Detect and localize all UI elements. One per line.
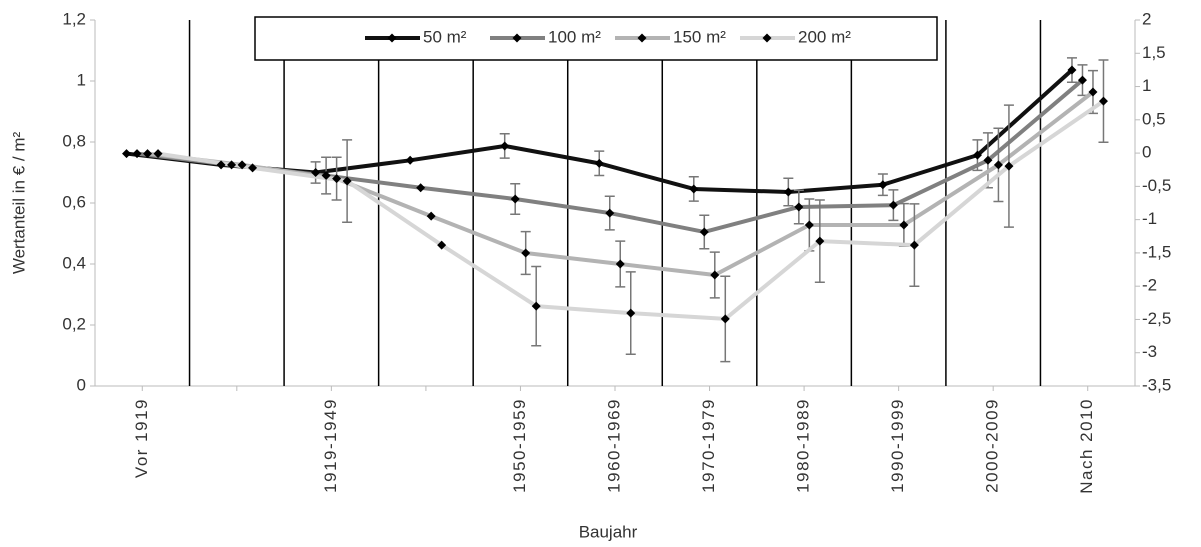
- y2-tick-label: -3,5: [1142, 375, 1171, 394]
- y2-tick-label: 0,5: [1142, 109, 1166, 128]
- marker: [710, 270, 720, 280]
- marker: [510, 194, 520, 204]
- marker: [416, 183, 426, 193]
- x-axis-title: Baujahr: [579, 522, 638, 541]
- x-tick-label: 1960-1969: [604, 398, 623, 493]
- y2-tick-label: -2,5: [1142, 309, 1171, 328]
- marker: [1067, 65, 1077, 75]
- y2-tick-label: -1,5: [1142, 242, 1171, 261]
- x-tick-label: 1970-1979: [699, 398, 718, 493]
- marker: [153, 149, 163, 159]
- marker: [122, 149, 132, 159]
- marker: [237, 160, 247, 170]
- y-tick-label: 1: [77, 70, 86, 89]
- marker: [699, 227, 709, 237]
- marker: [794, 202, 804, 212]
- marker: [972, 150, 982, 160]
- marker: [332, 174, 342, 184]
- marker: [426, 211, 436, 221]
- marker: [804, 220, 814, 230]
- y2-tick-label: 2: [1142, 9, 1151, 28]
- marker: [594, 158, 604, 168]
- x-tick-label: 1919-1949: [321, 398, 340, 493]
- marker: [909, 240, 919, 250]
- y2-tick-label: 1,5: [1142, 43, 1166, 62]
- legend-marker: [637, 33, 647, 43]
- x-tick-label: Nach 2010: [1077, 398, 1096, 494]
- y-tick-label: 0: [77, 375, 86, 394]
- marker: [227, 160, 237, 170]
- marker: [815, 236, 825, 246]
- legend-label: 100 m²: [548, 27, 601, 46]
- y-tick-label: 0,4: [62, 253, 86, 272]
- marker: [311, 168, 321, 177]
- marker: [1004, 161, 1014, 171]
- x-tick-label: Vor 1919: [132, 398, 151, 478]
- marker: [899, 220, 909, 230]
- marker: [531, 301, 541, 311]
- y2-tick-label: 1: [1142, 76, 1151, 95]
- marker: [615, 259, 625, 269]
- y-axis-title: Wertanteil in € / m²: [9, 131, 28, 274]
- legend-marker: [762, 33, 772, 43]
- marker: [143, 149, 153, 159]
- x-tick-label: 1990-1999: [888, 398, 907, 493]
- marker: [405, 155, 415, 165]
- marker: [720, 314, 730, 324]
- marker: [783, 187, 793, 197]
- marker: [1098, 96, 1108, 106]
- marker: [888, 200, 898, 210]
- marker: [983, 155, 993, 165]
- x-tick-label: 2000-2009: [983, 398, 1002, 493]
- marker: [521, 248, 531, 258]
- marker: [689, 184, 699, 194]
- marker: [132, 149, 142, 159]
- marker: [437, 240, 447, 250]
- y2-tick-label: -0,5: [1142, 176, 1171, 195]
- marker: [1088, 87, 1098, 97]
- y-tick-label: 0,8: [62, 131, 86, 150]
- y2-tick-label: -3: [1142, 342, 1157, 361]
- y2-tick-label: 0: [1142, 143, 1151, 162]
- marker: [248, 163, 258, 173]
- marker: [605, 208, 615, 218]
- y2-tick-label: -1: [1142, 209, 1157, 228]
- marker: [342, 176, 352, 186]
- marker: [321, 171, 331, 181]
- legend-label: 200 m²: [798, 27, 851, 46]
- legend-label: 150 m²: [673, 27, 726, 46]
- marker: [216, 160, 226, 170]
- marker: [500, 141, 510, 151]
- x-tick-label: 1950-1959: [510, 398, 529, 493]
- y-tick-label: 1,2: [62, 9, 86, 28]
- marker: [1077, 75, 1087, 85]
- y2-tick-label: -2: [1142, 276, 1157, 295]
- y-tick-label: 0,6: [62, 192, 86, 211]
- marker: [878, 180, 888, 190]
- x-tick-label: 1980-1989: [794, 398, 813, 493]
- marker: [626, 308, 636, 318]
- marker: [993, 160, 1003, 170]
- legend-marker: [512, 33, 522, 43]
- legend-label: 50 m²: [423, 27, 467, 46]
- legend-marker: [387, 33, 397, 43]
- y-tick-label: 0,2: [62, 314, 86, 333]
